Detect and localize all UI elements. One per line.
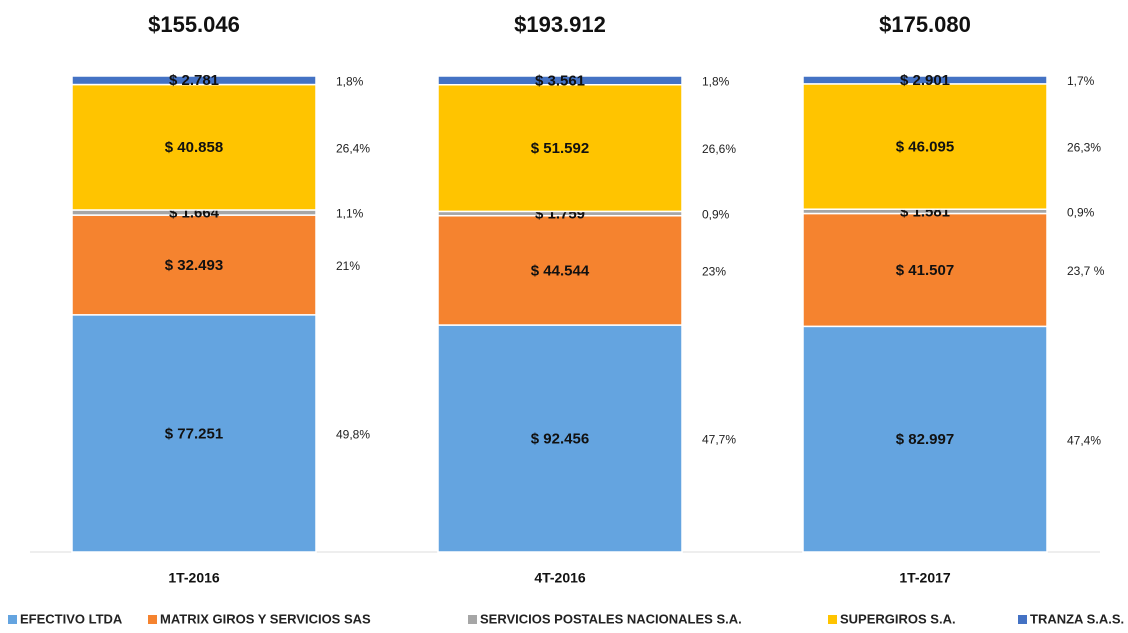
bar-segment: [71, 83, 317, 211]
legend-label: SERVICIOS POSTALES NACIONALES S.A.: [480, 611, 742, 626]
value-label: $ 77.251: [165, 425, 223, 442]
value-label: $ 44.544: [531, 262, 590, 279]
bar-segment: [802, 83, 1048, 210]
share-label: 1,7%: [1067, 74, 1095, 88]
x-tick-label: 4T-2016: [534, 570, 586, 586]
bar-segment: [71, 214, 317, 316]
bar-segment: [437, 75, 683, 86]
total-label: $193.912: [514, 12, 606, 37]
share-label: 23%: [702, 265, 726, 279]
share-label: 26,6%: [702, 142, 736, 156]
bar-segment: [802, 212, 1048, 328]
value-label: $ 82.997: [896, 431, 954, 448]
legend-swatch: [828, 615, 837, 624]
share-label: 1,8%: [702, 75, 730, 89]
share-label: 21%: [336, 259, 360, 273]
legend-label: MATRIX GIROS Y SERVICIOS SAS: [160, 611, 371, 626]
share-label: 49,8%: [336, 428, 370, 442]
share-label: 23,7 %: [1067, 264, 1105, 278]
value-label: $ 92.456: [531, 430, 589, 447]
legend-swatch: [468, 615, 477, 624]
share-label: 26,3%: [1067, 141, 1101, 155]
legend-swatch: [8, 615, 17, 624]
share-label: 47,7%: [702, 433, 736, 447]
share-label: 47,4%: [1067, 433, 1101, 447]
share-label: 1,8%: [336, 74, 364, 88]
share-label: 1,1%: [336, 207, 364, 221]
total-label: $175.080: [879, 12, 971, 37]
x-tick-label: 1T-2016: [168, 570, 220, 586]
share-label: 26,4%: [336, 141, 370, 155]
bar-segment: [437, 83, 683, 213]
value-label: $ 40.858: [165, 139, 223, 156]
value-label: $ 32.493: [165, 257, 223, 274]
legend-label: EFECTIVO LTDA: [20, 611, 123, 626]
value-label: $ 2.901: [900, 72, 950, 89]
x-tick-label: 1T-2017: [899, 570, 951, 586]
value-label: $ 51.592: [531, 140, 589, 157]
share-label: 0,9%: [1067, 206, 1095, 220]
total-label: $155.046: [148, 12, 240, 37]
value-label: $ 2.781: [169, 72, 219, 89]
bar-segment: [437, 214, 683, 326]
value-label: $ 46.095: [896, 139, 954, 156]
legend-swatch: [148, 615, 157, 624]
value-label: $ 41.507: [896, 262, 954, 279]
legend-swatch: [1018, 615, 1027, 624]
bar-segment: [802, 75, 1048, 85]
legend-label: SUPERGIROS S.A.: [840, 611, 956, 626]
legend-label: TRANZA S.A.S.: [1030, 611, 1124, 626]
bar-segment: [71, 314, 317, 553]
bar-segment: [71, 75, 317, 86]
bar-segment: [802, 325, 1048, 553]
share-label: 0,9%: [702, 208, 730, 222]
value-label: $ 3.561: [535, 72, 585, 89]
